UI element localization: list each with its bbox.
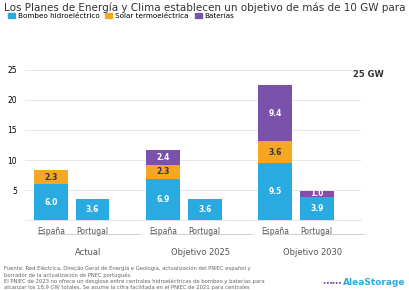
Text: 3.9: 3.9 [309,204,323,213]
Bar [258,142,291,163]
Text: 3.6: 3.6 [267,148,281,157]
Bar [146,151,179,165]
Bar [146,165,179,179]
Text: 1.0: 1.0 [309,189,323,198]
Text: 2.3: 2.3 [156,167,169,176]
Text: ⋯⋯: ⋯⋯ [321,277,341,287]
Bar [34,184,67,220]
Text: 2.4: 2.4 [156,153,169,162]
Text: 3.6: 3.6 [86,205,99,214]
Text: 6.9: 6.9 [156,195,169,204]
Text: 9.4: 9.4 [267,108,281,117]
Bar [299,191,333,197]
Bar [258,163,291,220]
Text: 6.0: 6.0 [44,198,57,207]
Text: Objetivo 2030: Objetivo 2030 [282,248,342,257]
Text: Los Planes de Energía y Clima establecen un objetivo de más de 10 GW para 2030: Los Planes de Energía y Clima establecen… [4,3,409,13]
Bar [76,199,109,220]
Text: 25 GW: 25 GW [352,70,383,79]
Bar [299,197,333,220]
Text: 2.3: 2.3 [44,173,57,182]
Text: 9.5: 9.5 [267,187,281,196]
Bar [258,85,291,142]
Bar [146,179,179,220]
Text: 3.6: 3.6 [198,205,211,214]
Bar [188,199,221,220]
Text: AleaStorage: AleaStorage [343,278,405,287]
Text: Actual: Actual [75,248,101,257]
Text: Objetivo 2025: Objetivo 2025 [171,248,229,257]
Bar [34,170,67,184]
Text: Fuente: Red Eléctrica, Direção Geral de Energia e Geologia, actualización del PN: Fuente: Red Eléctrica, Direção Geral de … [4,266,264,290]
Legend: Bombeo hidroeléctrico, Solar termoeléctrica, Baterías: Bombeo hidroeléctrico, Solar termoeléctr… [4,10,237,22]
